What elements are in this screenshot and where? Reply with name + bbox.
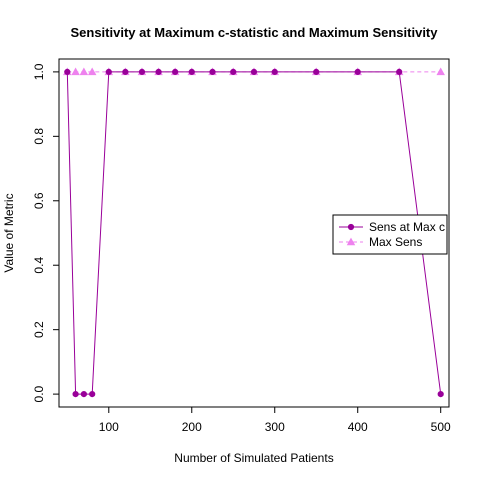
- data-point: [122, 68, 129, 75]
- y-tick-label: 0.0: [32, 385, 46, 402]
- legend-box: [332, 214, 448, 255]
- data-point: [188, 68, 195, 75]
- legend-marker: [347, 223, 355, 231]
- legend-label: Sens at Max c: [369, 220, 445, 234]
- y-tick-label: 0.2: [32, 321, 46, 338]
- x-tick-label: 400: [348, 420, 368, 434]
- data-point: [313, 68, 320, 75]
- x-tick-label: 300: [265, 420, 285, 434]
- data-point: [80, 391, 87, 398]
- x-tick-label: 500: [431, 420, 451, 434]
- data-point: [89, 391, 96, 398]
- data-point: [87, 67, 97, 76]
- data-point: [72, 391, 79, 398]
- data-point: [138, 68, 146, 75]
- y-tick-label: 0.4: [32, 257, 46, 274]
- x-tick-label: 100: [99, 420, 119, 434]
- data-point: [250, 68, 258, 75]
- legend-label: Max Sens: [369, 235, 422, 249]
- y-tick-label: 1.0: [32, 63, 46, 80]
- data-point: [71, 67, 80, 76]
- data-point: [230, 68, 237, 75]
- data-point: [79, 67, 89, 76]
- x-tick-label: 200: [182, 420, 202, 434]
- data-point: [437, 391, 444, 398]
- chart-title: Sensitivity at Maximum c-statistic and M…: [70, 25, 438, 40]
- data-point: [155, 68, 162, 75]
- plot-box: [58, 58, 450, 408]
- y-tick-label: 0.6: [32, 192, 46, 209]
- data-point: [209, 68, 216, 75]
- data-point: [271, 68, 278, 75]
- y-axis-label: Value of Metric: [2, 193, 16, 272]
- legend-marker: [346, 237, 356, 246]
- data-point: [172, 68, 179, 75]
- data-point: [105, 68, 112, 75]
- y-axis: 0.0 0.2 0.4 0.6 0.8 1.0: [32, 63, 59, 402]
- data-point: [396, 68, 403, 75]
- x-axis: 100 200 300 400 500: [99, 407, 451, 434]
- x-axis-label: Number of Simulated Patients: [174, 451, 333, 465]
- data-point: [436, 67, 445, 76]
- series-layer: [63, 67, 445, 398]
- data-point: [64, 68, 71, 75]
- y-tick-label: 0.8: [32, 128, 46, 145]
- data-point: [354, 68, 361, 75]
